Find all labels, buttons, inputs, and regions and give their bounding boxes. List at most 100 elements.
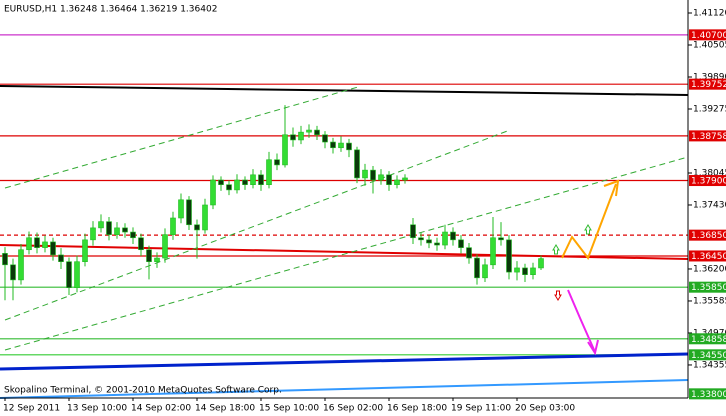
- y-tick-label: 1.35585: [693, 296, 726, 306]
- candle-body: [538, 258, 544, 269]
- candle-body: [514, 267, 520, 273]
- x-tick-label: 15 Sep 10:00: [259, 404, 319, 414]
- candle-body: [122, 227, 128, 233]
- y-tick-label: 1.39890: [693, 72, 726, 82]
- level-box: [689, 250, 726, 262]
- trend-line: [0, 244, 689, 260]
- forecast-arrow: [561, 183, 617, 261]
- candle-body: [10, 264, 16, 281]
- candle-body: [522, 267, 528, 275]
- level-box: [689, 78, 726, 90]
- channel-line: [4, 156, 689, 351]
- candle-body: [354, 149, 360, 179]
- level-label: 1.34550: [691, 351, 726, 361]
- candle-body: [442, 231, 448, 246]
- candle-body: [490, 237, 496, 266]
- candle-body: [402, 177, 408, 181]
- candle-body: [178, 199, 184, 219]
- candle-body: [90, 227, 96, 241]
- candle-body: [338, 142, 344, 149]
- candle-body: [410, 224, 416, 239]
- candle-body: [250, 174, 256, 185]
- x-tick-label: 13 Sep 10:00: [67, 404, 127, 414]
- candle-body: [458, 239, 464, 248]
- axis-labels: 1.41120 1.40505 1.39890 1.39275 1.38045 1.374…: [3, 9, 726, 414]
- level-box: [689, 388, 726, 400]
- level-label: 1.33800: [691, 390, 726, 400]
- candle-body: [66, 261, 72, 289]
- candle-body: [2, 253, 8, 266]
- candle-body: [370, 169, 376, 181]
- candle-body: [26, 237, 32, 251]
- x-tick-label: 16 Sep 02:00: [323, 404, 383, 414]
- chart-title: EURUSD,H1 1.36248 1.36464 1.36219 1.3640…: [4, 5, 217, 15]
- candle-body: [162, 234, 168, 259]
- arrow-head: [603, 179, 620, 197]
- up-signal: [552, 244, 560, 255]
- candle-body: [466, 247, 472, 259]
- y-tick-label: 1.36200: [693, 264, 726, 274]
- level-box: [689, 349, 726, 361]
- candle-body: [266, 159, 272, 185]
- candle-body: [138, 237, 144, 251]
- candle-body: [218, 179, 224, 185]
- candle-body: [34, 237, 40, 248]
- x-tick-label: 14 Sep 18:00: [195, 404, 255, 414]
- candle-body: [50, 241, 56, 256]
- y-tick-label: 1.39275: [693, 104, 726, 114]
- candle-body: [530, 267, 536, 275]
- candle-body: [482, 264, 488, 279]
- candle-body: [282, 134, 288, 166]
- candle-body: [234, 179, 240, 191]
- y-tick-label: 1.38045: [693, 168, 726, 178]
- level-label: 1.37900: [691, 177, 726, 187]
- y-tick-label: 1.41120: [693, 9, 726, 19]
- x-tick-label: 16 Sep 18:00: [387, 404, 447, 414]
- candle-body: [378, 174, 384, 181]
- candle-body: [298, 131, 304, 141]
- candle-body: [146, 249, 152, 262]
- level-box: [689, 130, 726, 142]
- candle-body: [434, 242, 440, 246]
- candle-body: [258, 174, 264, 185]
- channel-line: [4, 86, 359, 189]
- level-box: [689, 333, 726, 345]
- candle-body: [58, 254, 64, 262]
- candle-body: [330, 141, 336, 149]
- candle-body: [394, 179, 400, 185]
- candle-body: [202, 204, 208, 231]
- up-signal: [584, 224, 592, 235]
- level-label: 1.34858: [691, 335, 726, 345]
- y-tick-label: 1.40505: [693, 41, 726, 51]
- candle-body: [154, 257, 160, 262]
- candle-body: [18, 249, 24, 281]
- candles: [2, 105, 544, 301]
- level-box: [689, 229, 726, 241]
- forecast-arrow: [567, 289, 596, 353]
- candle-body: [426, 239, 432, 244]
- candle-body: [306, 129, 312, 133]
- candle-body: [386, 174, 392, 185]
- candle-body: [106, 221, 112, 235]
- level-label: 1.40700: [691, 31, 726, 41]
- candle-body: [130, 231, 136, 239]
- x-tick-label: 12 Sep 2011: [3, 404, 60, 414]
- x-tick-label: 14 Sep 02:00: [131, 404, 191, 414]
- y-tick-label: 1.37430: [693, 200, 726, 210]
- candle-body: [74, 261, 80, 289]
- candle-body: [242, 179, 248, 185]
- candle-body: [82, 239, 88, 262]
- candle-body: [474, 257, 480, 279]
- candle-body: [210, 179, 216, 206]
- candle-body: [498, 237, 504, 241]
- down-signal: [554, 290, 562, 301]
- candle-body: [226, 184, 232, 191]
- level-box: [689, 175, 726, 187]
- candle-body: [98, 221, 104, 229]
- candle-body: [450, 231, 456, 241]
- y-tick-label: 1.34355: [693, 360, 726, 370]
- level-label: 1.36850: [691, 231, 726, 241]
- x-tick-label: 20 Sep 03:00: [515, 404, 575, 414]
